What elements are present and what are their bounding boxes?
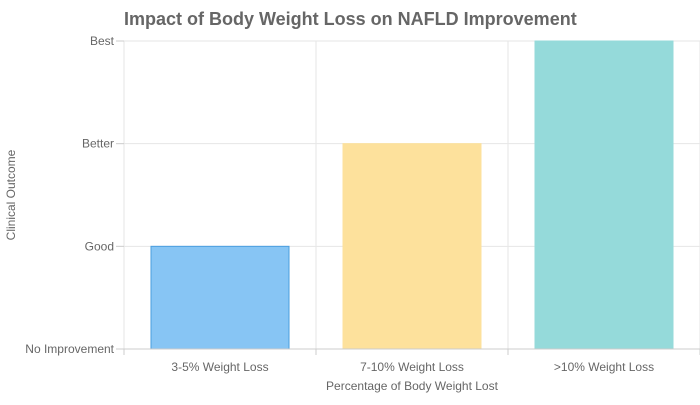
x-tick-label: 3-5% Weight Loss (171, 360, 268, 374)
axis-layer (116, 40, 700, 355)
y-tick-label: Better (82, 137, 114, 151)
labels-layer: No Improvement Good Better Best 3-5% Weight … (25, 34, 654, 374)
bar (342, 143, 482, 350)
y-tick-label: Best (90, 34, 115, 48)
bars-layer (150, 40, 674, 350)
bar (534, 40, 674, 350)
x-tick-label: 7-10% Weight Loss (360, 360, 464, 374)
x-axis-title: Percentage of Body Weight Lost (326, 379, 499, 393)
chart-title: Impact of Body Weight Loss on NAFLD Impr… (124, 9, 577, 29)
y-axis-title: Clinical Outcome (4, 149, 18, 240)
y-tick-label: Good (85, 239, 114, 253)
bar (150, 245, 290, 350)
y-tick-label: No Improvement (25, 342, 114, 356)
x-tick-label: >10% Weight Loss (554, 360, 654, 374)
